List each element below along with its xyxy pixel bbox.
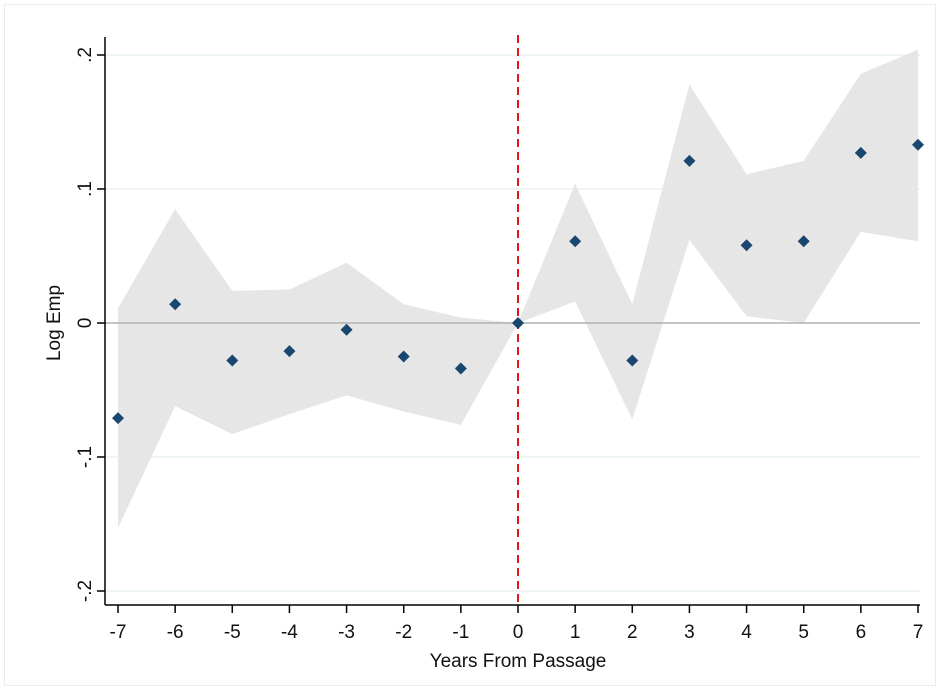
y-tick-label-1: -.1 (75, 446, 96, 468)
x-tick-label-11: 4 (741, 622, 752, 643)
point-estimate-5 (397, 350, 410, 363)
y-tick-label-3: .1 (75, 181, 96, 197)
x-tick-label-13: 6 (856, 622, 867, 643)
x-tick-label-10: 3 (684, 622, 695, 643)
point-estimate-4 (340, 323, 353, 336)
x-tick-label-0: -7 (110, 622, 127, 643)
gridlines (105, 54, 920, 592)
point-estimate-0 (112, 412, 124, 425)
x-tick-label-9: 2 (627, 622, 638, 643)
axes (104, 37, 920, 606)
confidence-band (118, 49, 918, 529)
point-estimate-11 (740, 239, 753, 252)
point-estimate-8 (569, 235, 582, 248)
point-estimate-10 (683, 154, 696, 167)
point-estimate-7 (512, 317, 524, 329)
point-estimate-9 (626, 354, 639, 367)
point-estimates (112, 138, 924, 425)
point-estimate-13 (854, 146, 867, 159)
x-tick-label-7: 0 (513, 622, 524, 643)
y-tick-label-2: 0 (75, 318, 96, 329)
x-tick-label-5: -2 (395, 622, 412, 643)
x-tick-label-14: 7 (913, 622, 924, 643)
x-axis-title: Years From Passage (430, 651, 607, 672)
y-axis-title: Log Emp (44, 285, 65, 361)
chart-frame: -.2 -.1 0 .1 .2 -7 -6 -5 -4 -3 -2 -1 0 1 2 3 4 5 6 7 Years… (4, 4, 936, 686)
x-tick-label-3: -4 (281, 622, 298, 643)
point-estimate-2 (226, 354, 239, 367)
x-tick-label-2: -5 (224, 622, 241, 643)
y-axis-ticks: -.2 -.1 0 .1 .2 (75, 47, 105, 602)
y-tick-label-4: .2 (75, 47, 96, 63)
event-study-chart: -.2 -.1 0 .1 .2 -7 -6 -5 -4 -3 -2 -1 0 1 2 3 4 5 6 7 Years… (44, 35, 924, 672)
x-tick-label-12: 5 (798, 622, 809, 643)
point-estimate-14 (912, 138, 924, 151)
y-tick-label-0: -.2 (75, 580, 96, 602)
x-tick-label-4: -3 (338, 622, 355, 643)
x-tick-label-1: -6 (167, 622, 184, 643)
point-estimate-1 (169, 298, 182, 311)
x-axis-ticks: -7 -6 -5 -4 -3 -2 -1 0 1 2 3 4 5 6 7 (110, 605, 924, 643)
x-tick-label-8: 1 (570, 622, 581, 643)
point-estimate-6 (454, 362, 467, 375)
x-tick-label-6: -1 (452, 622, 469, 643)
point-estimate-12 (797, 235, 810, 248)
point-estimate-3 (283, 345, 296, 358)
